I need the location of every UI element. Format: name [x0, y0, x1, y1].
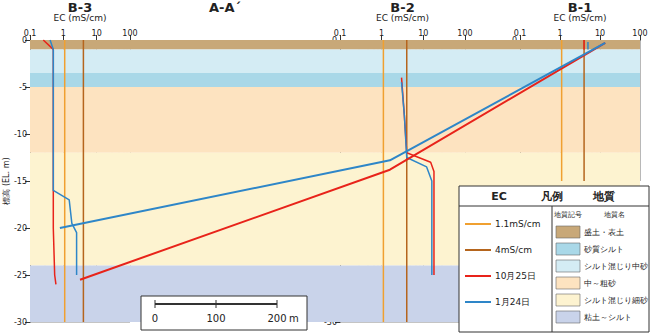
svg-text:-10: -10	[14, 130, 27, 139]
svg-text:0.1: 0.1	[334, 29, 347, 38]
svg-text:0: 0	[21, 35, 27, 45]
svg-text:EC (mS/cm): EC (mS/cm)	[553, 12, 607, 23]
svg-text:4mS/cm: 4mS/cm	[495, 245, 532, 255]
svg-text:盛土・表土: 盛土・表土	[584, 228, 624, 237]
svg-text:地質名: 地質名	[603, 211, 625, 219]
svg-text:1: 1	[61, 29, 66, 38]
svg-text:B-2: B-2	[390, 0, 414, 15]
svg-text:中～粗砂: 中～粗砂	[584, 279, 616, 288]
svg-text:10: 10	[92, 29, 102, 38]
svg-text:凡例: 凡例	[540, 190, 563, 203]
svg-text:粘土～シルト: 粘土～シルト	[584, 313, 632, 322]
svg-text:砂質シルト: 砂質シルト	[583, 245, 624, 254]
svg-text:B-1: B-1	[568, 0, 592, 15]
svg-text:シルト混じり細砂: シルト混じり細砂	[584, 296, 648, 305]
svg-text:B-3: B-3	[68, 0, 92, 15]
svg-text:1.1mS/cm: 1.1mS/cm	[495, 219, 541, 229]
svg-text:A-A´: A-A´	[209, 0, 241, 15]
svg-text:0: 0	[152, 313, 158, 324]
svg-text:-30: -30	[14, 318, 27, 327]
svg-text:-25: -25	[14, 271, 27, 280]
svg-text:-20: -20	[14, 224, 27, 233]
svg-text:100: 100	[122, 29, 137, 38]
svg-text:地質: 地質	[592, 190, 615, 203]
svg-text:1: 1	[379, 29, 384, 38]
svg-text:-5: -5	[19, 83, 27, 92]
svg-text:0.1: 0.1	[514, 29, 527, 38]
svg-text:10: 10	[595, 29, 605, 38]
svg-text:10月25日: 10月25日	[495, 271, 536, 281]
svg-text:EC (mS/cm): EC (mS/cm)	[53, 12, 107, 23]
svg-text:EC (mS/cm): EC (mS/cm)	[376, 12, 429, 23]
svg-text:標高 (EL. m): 標高 (EL. m)	[2, 157, 11, 204]
svg-text:EC: EC	[491, 190, 507, 203]
svg-text:m: m	[289, 313, 299, 324]
svg-text:1月24日: 1月24日	[495, 297, 530, 307]
svg-text:1: 1	[557, 29, 562, 38]
svg-text:地質記号: 地質記号	[553, 211, 582, 219]
svg-text:100: 100	[457, 29, 472, 38]
svg-text:10: 10	[418, 29, 428, 38]
svg-text:100: 100	[632, 29, 647, 38]
svg-text:200: 200	[267, 313, 286, 324]
svg-text:100: 100	[206, 313, 225, 324]
svg-text:-15: -15	[14, 177, 27, 186]
svg-text:シルト混じり中砂: シルト混じり中砂	[584, 262, 648, 271]
svg-text:0.1: 0.1	[24, 29, 37, 38]
